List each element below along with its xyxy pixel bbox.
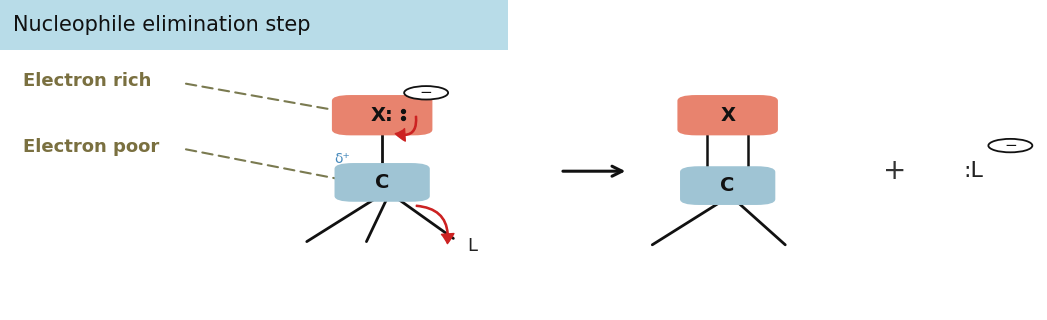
Text: +: +	[884, 157, 907, 185]
FancyArrowPatch shape	[417, 205, 454, 244]
Text: δ⁺: δ⁺	[334, 152, 351, 166]
FancyBboxPatch shape	[677, 95, 778, 135]
FancyBboxPatch shape	[332, 95, 432, 135]
Text: L: L	[467, 237, 477, 255]
Circle shape	[404, 86, 448, 100]
FancyArrowPatch shape	[396, 116, 417, 141]
FancyBboxPatch shape	[681, 166, 775, 205]
Text: C: C	[375, 173, 389, 192]
Text: :L: :L	[964, 161, 983, 181]
Text: −: −	[420, 85, 432, 100]
Text: −: −	[1004, 138, 1017, 153]
Text: C: C	[720, 176, 735, 195]
FancyBboxPatch shape	[0, 0, 508, 50]
Text: Electron poor: Electron poor	[23, 138, 159, 156]
Text: Nucleophile elimination step: Nucleophile elimination step	[13, 15, 310, 35]
Circle shape	[988, 139, 1032, 152]
Text: X:: X:	[371, 106, 394, 125]
FancyBboxPatch shape	[334, 163, 429, 202]
Text: Electron rich: Electron rich	[23, 72, 152, 90]
Text: X: X	[720, 106, 735, 125]
